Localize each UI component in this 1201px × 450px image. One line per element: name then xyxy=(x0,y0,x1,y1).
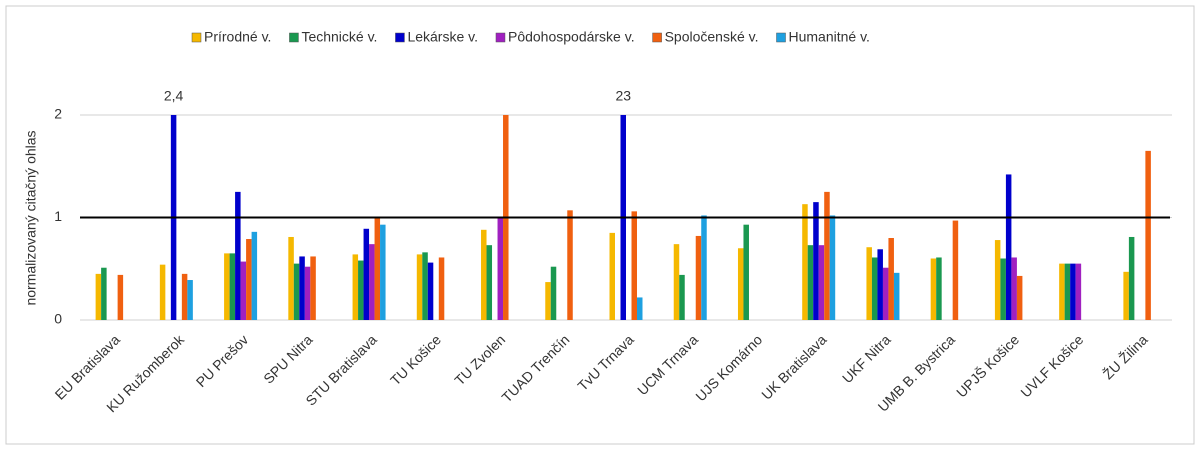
bar xyxy=(374,217,381,320)
bar xyxy=(235,191,241,320)
bar xyxy=(229,253,236,320)
bar xyxy=(1005,174,1012,320)
bar xyxy=(352,254,359,320)
bar xyxy=(288,236,294,320)
bar xyxy=(101,267,107,320)
bar xyxy=(567,210,573,320)
legend-swatch xyxy=(395,32,405,43)
data-label: 23 xyxy=(615,88,631,104)
bar xyxy=(1059,263,1065,320)
bar xyxy=(631,211,637,320)
y-tick-label: 0 xyxy=(54,311,62,327)
bar xyxy=(246,239,252,320)
bar xyxy=(1000,258,1006,320)
bar xyxy=(952,220,959,320)
bar xyxy=(545,282,551,320)
bar xyxy=(1145,150,1151,320)
bar xyxy=(159,264,166,320)
bar xyxy=(363,228,370,320)
bar xyxy=(866,247,872,320)
bar xyxy=(293,263,300,320)
bar xyxy=(802,204,808,320)
bar xyxy=(304,266,311,320)
bar xyxy=(481,229,487,320)
bar xyxy=(743,224,749,320)
bar xyxy=(877,249,883,320)
bar xyxy=(1075,263,1082,320)
bar xyxy=(818,245,825,320)
legend-label: Humanitné v. xyxy=(789,29,870,45)
legend-label: Spoločenské v. xyxy=(665,29,759,45)
legend-swatch xyxy=(776,32,786,43)
bar xyxy=(888,238,894,320)
bar xyxy=(422,252,428,320)
bar xyxy=(829,215,836,320)
bar xyxy=(299,256,305,320)
bar xyxy=(497,217,504,320)
bar xyxy=(1064,263,1071,320)
data-label: 2,4 xyxy=(164,88,184,104)
bar xyxy=(824,191,830,320)
bars xyxy=(95,115,1151,320)
bar xyxy=(679,274,685,320)
bar xyxy=(701,215,707,320)
bar xyxy=(882,267,889,320)
legend-label: Pôdohospodárske v. xyxy=(508,29,635,45)
bar xyxy=(550,266,557,320)
bar xyxy=(486,245,493,320)
bar xyxy=(871,257,878,320)
legend-swatch xyxy=(191,32,202,43)
bar xyxy=(930,258,937,320)
bar xyxy=(1123,271,1129,320)
bar xyxy=(251,231,258,320)
frame xyxy=(5,5,1195,445)
bar xyxy=(1128,236,1135,320)
y-tick-label: 2 xyxy=(54,106,62,122)
bar xyxy=(310,256,316,320)
bar xyxy=(181,273,188,320)
legend-swatch xyxy=(652,32,662,43)
bar xyxy=(380,224,386,320)
bar xyxy=(637,297,643,320)
legend-swatch xyxy=(495,32,506,43)
bar xyxy=(994,240,1001,320)
bar xyxy=(95,273,102,320)
bar xyxy=(1070,263,1076,320)
bar xyxy=(807,245,814,320)
bar xyxy=(369,244,375,320)
bar xyxy=(416,254,423,320)
bar xyxy=(438,257,445,320)
bar xyxy=(936,257,942,320)
bar xyxy=(673,244,680,320)
bar xyxy=(427,262,434,320)
y-axis-label: normalizovaný citačný ohlas xyxy=(23,130,39,305)
bar xyxy=(737,248,744,320)
bar xyxy=(358,260,364,320)
y-tick-label: 1 xyxy=(54,208,62,224)
legend-label: Lekárske v. xyxy=(407,29,478,45)
bar xyxy=(117,274,124,320)
bar xyxy=(224,253,230,320)
bar xyxy=(813,202,819,320)
bar xyxy=(695,235,702,320)
bar xyxy=(893,272,900,320)
bar xyxy=(609,232,615,320)
bar xyxy=(1011,257,1017,320)
bar xyxy=(240,261,247,320)
legend-label: Technické v. xyxy=(301,29,377,45)
bar xyxy=(1016,275,1023,320)
legend-swatch xyxy=(289,32,299,43)
legend-label: Prírodné v. xyxy=(204,29,271,45)
bar xyxy=(187,280,193,320)
